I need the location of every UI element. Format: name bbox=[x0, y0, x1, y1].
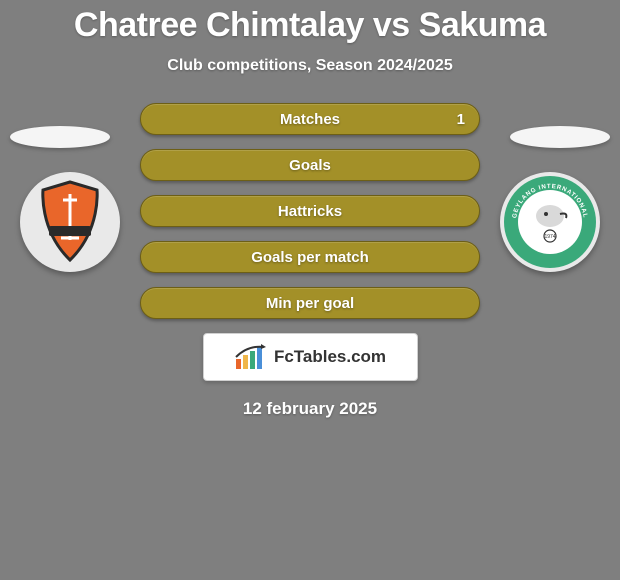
player-photo-placeholder-right bbox=[510, 126, 610, 148]
bar-chart-icon bbox=[234, 343, 268, 371]
player-photo-placeholder-left bbox=[10, 126, 110, 148]
club-crest-right: GEYLANG INTERNATIONAL FOOTBALL CLUB 1974 bbox=[500, 172, 600, 272]
stat-row-goals: Goals bbox=[140, 149, 480, 181]
stat-label: Goals per match bbox=[141, 242, 479, 274]
brand-text: FcTables.com bbox=[274, 347, 386, 367]
brand-box: FcTables.com bbox=[203, 333, 418, 381]
svg-text:1974: 1974 bbox=[544, 234, 555, 240]
shield-icon bbox=[35, 180, 105, 264]
stat-label: Min per goal bbox=[141, 288, 479, 320]
stat-label: Matches bbox=[141, 104, 479, 136]
stats-container: Matches 1 Goals Hattricks Goals per matc… bbox=[140, 103, 480, 319]
stat-row-min-per-goal: Min per goal bbox=[140, 287, 480, 319]
club-crest-left bbox=[20, 172, 120, 272]
club-badge-icon: GEYLANG INTERNATIONAL FOOTBALL CLUB 1974 bbox=[502, 174, 598, 270]
stat-label: Goals bbox=[141, 150, 479, 182]
stat-row-hattricks: Hattricks bbox=[140, 195, 480, 227]
stat-row-matches: Matches 1 bbox=[140, 103, 480, 135]
date-label: 12 february 2025 bbox=[0, 399, 620, 419]
subtitle: Club competitions, Season 2024/2025 bbox=[0, 57, 620, 75]
page-title: Chatree Chimtalay vs Sakuma bbox=[0, 0, 620, 45]
stat-label: Hattricks bbox=[141, 196, 479, 228]
stat-row-goals-per-match: Goals per match bbox=[140, 241, 480, 273]
stat-value-right: 1 bbox=[457, 104, 465, 136]
